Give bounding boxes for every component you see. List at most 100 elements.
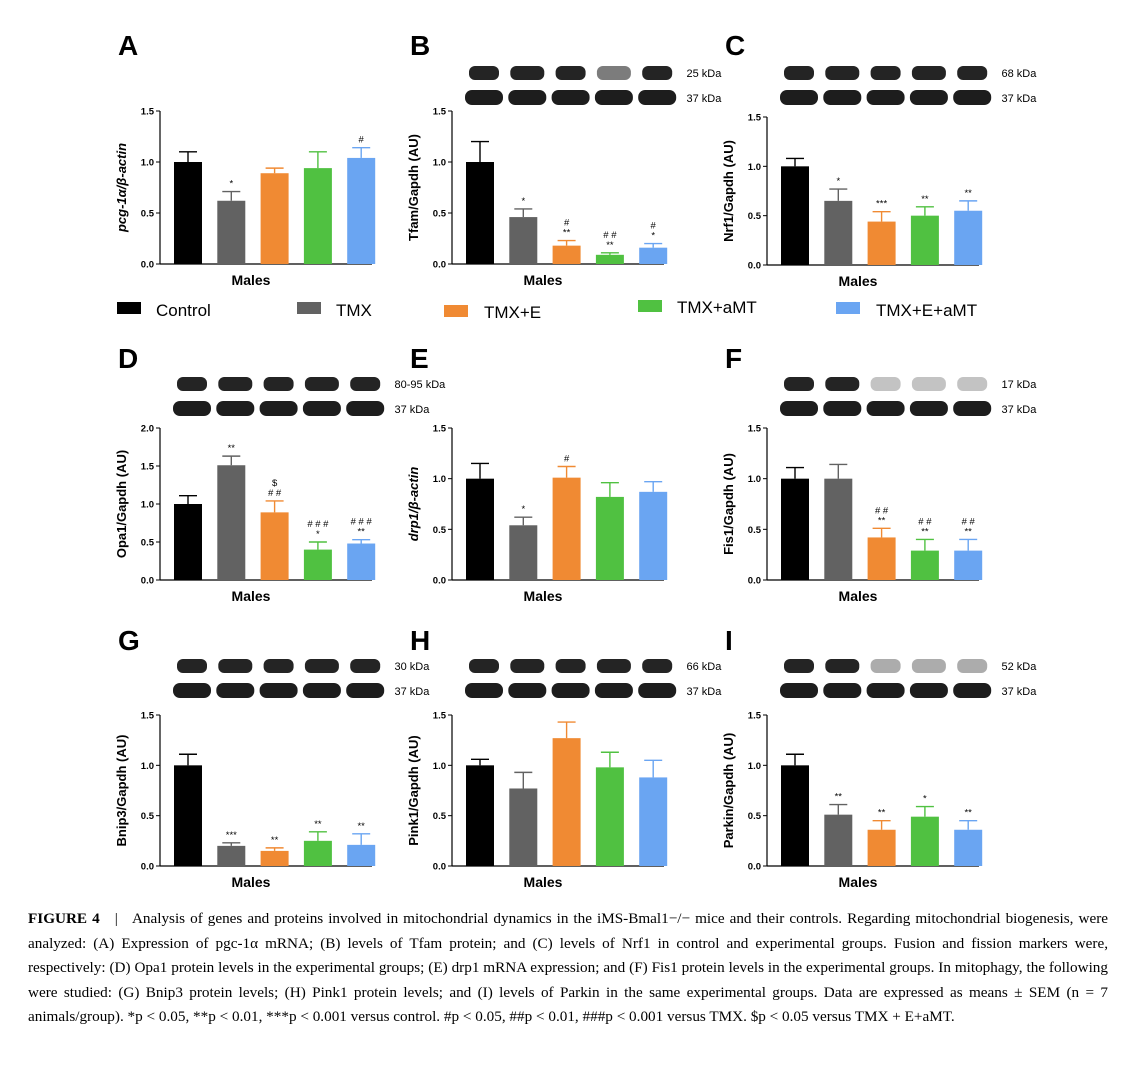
bar-control <box>466 765 494 866</box>
panel-g: G 30 kDa 37 kDa 0.0 0.5 1.0 1.5 Bnip3/Gapdh (AU… <box>114 625 430 890</box>
blot-band-lower <box>780 683 818 698</box>
y-tick-label: 1.5 <box>433 107 447 118</box>
bar-tmx-plus-amt <box>910 550 939 580</box>
bar-tmx-plus-e-plus-amt <box>954 550 983 580</box>
blot-band-upper <box>642 659 673 673</box>
y-tick-label: 1.5 <box>748 113 762 124</box>
significance-mark: # # # <box>351 517 373 528</box>
bar-tmx-plus-e <box>260 512 289 580</box>
significance-mark: ** <box>563 228 571 239</box>
significance-mark: ** <box>878 808 886 819</box>
western-blot <box>465 659 677 698</box>
blot-band-upper <box>510 659 545 673</box>
significance-mark: ** <box>878 515 886 526</box>
panel-c: C 68 kDa 37 kDa 0.0 0.5 1.0 1.5 Nrf1/Gapdh (AU)… <box>721 30 1037 289</box>
panel-d: D 80-95 kDa 37 kDa 0.0 0.5 1.0 1.5 2.0 Opa1/Gapd… <box>114 343 446 604</box>
bar-tmx <box>509 217 538 264</box>
significance-mark: # <box>564 454 570 465</box>
x-axis-label: Males <box>524 874 563 890</box>
blot-band-upper <box>596 659 631 673</box>
x-axis-label: Males <box>524 272 563 288</box>
significance-mark: ** <box>228 443 236 454</box>
blot-band-lower <box>866 683 905 698</box>
y-tick-label: 0.0 <box>433 862 446 873</box>
bar-tmx-plus-amt <box>303 840 332 866</box>
blot-band-upper <box>825 659 860 673</box>
panel-letter-i: I <box>725 625 733 656</box>
caption-label: FIGURE 4 <box>28 910 100 927</box>
blot-label-upper: 66 kDa <box>687 661 723 673</box>
bar-tmx-plus-amt <box>910 816 939 866</box>
blot-band-upper <box>469 659 499 673</box>
blot-band-upper <box>177 659 207 673</box>
western-blot <box>780 659 992 698</box>
significance-mark: *** <box>226 830 237 841</box>
significance-mark: ** <box>271 835 279 846</box>
significance-mark: * <box>521 504 525 515</box>
blot-band-upper <box>870 377 901 391</box>
bar-control <box>466 162 494 264</box>
blot-band-upper <box>596 66 631 80</box>
y-tick-label: 0.5 <box>433 811 447 822</box>
significance-mark: * <box>229 179 233 190</box>
bar-control <box>174 162 202 264</box>
legend-label: TMX+E <box>484 303 541 322</box>
y-tick-label: 0.0 <box>141 576 154 587</box>
y-tick-label: 0.5 <box>433 525 447 536</box>
significance-mark: *** <box>876 199 887 210</box>
bar-tmx-plus-e-plus-amt <box>954 210 983 265</box>
significance-mark: * <box>316 529 320 540</box>
bar-tmx-plus-e <box>260 173 289 264</box>
blot-band-upper <box>784 659 814 673</box>
legend-label: TMX+aMT <box>677 298 757 317</box>
y-tick-label: 0.5 <box>748 811 762 822</box>
blot-band-lower <box>465 90 503 105</box>
panel-letter-b: B <box>410 30 430 61</box>
y-tick-label: 1.0 <box>748 162 761 173</box>
blot-band-lower <box>173 683 211 698</box>
bar-tmx <box>824 478 853 580</box>
blot-band-lower <box>823 401 862 416</box>
bar-tmx <box>509 525 538 580</box>
bar-tmx-plus-e <box>867 829 896 866</box>
blot-band-lower <box>346 683 385 698</box>
blot-band-lower <box>780 90 818 105</box>
panel-f: F 17 kDa 37 kDa 0.0 0.5 1.0 1.5 Fis1/Gapdh (AU)… <box>721 343 1037 604</box>
y-tick-label: 1.0 <box>141 500 154 511</box>
blot-label-lower: 37 kDa <box>395 686 431 698</box>
blot-band-upper <box>304 659 339 673</box>
bar-control <box>781 765 809 866</box>
blot-band-lower <box>866 401 905 416</box>
bar-tmx-plus-amt <box>595 496 624 580</box>
y-axis-label: Tfam/Gapdh (AU) <box>406 134 421 241</box>
significance-mark: # # <box>603 230 617 241</box>
y-tick-label: 0.5 <box>141 811 155 822</box>
y-tick-label: 1.0 <box>433 158 446 169</box>
bar-tmx <box>217 200 246 264</box>
panel-letter-d: D <box>118 343 138 374</box>
blot-band-lower <box>346 401 385 416</box>
y-tick-label: 0.0 <box>748 862 761 873</box>
blot-band-lower <box>638 90 677 105</box>
blot-band-upper <box>784 66 814 80</box>
significance-mark: # # <box>918 516 932 527</box>
significance-mark: ** <box>606 240 614 251</box>
x-axis-label: Males <box>524 588 563 604</box>
blot-band-lower <box>594 90 633 105</box>
blot-label-lower: 37 kDa <box>395 404 431 416</box>
y-tick-label: 0.5 <box>748 525 762 536</box>
significance-mark: * <box>521 196 525 207</box>
y-tick-label: 0.5 <box>748 211 762 222</box>
y-tick-label: 1.5 <box>748 424 762 435</box>
y-tick-label: 0.5 <box>433 209 447 220</box>
bar-tmx-plus-e-plus-amt <box>639 777 668 866</box>
blot-label-lower: 37 kDa <box>1002 686 1038 698</box>
blot-band-lower <box>216 401 255 416</box>
y-tick-label: 1.5 <box>141 711 155 722</box>
y-tick-label: 0.5 <box>141 209 155 220</box>
bar-tmx <box>217 845 246 866</box>
significance-mark: ** <box>835 792 843 803</box>
y-tick-label: 0.0 <box>433 260 446 271</box>
figure-caption: FIGURE 4 | Analysis of genes and protein… <box>28 907 1108 1030</box>
